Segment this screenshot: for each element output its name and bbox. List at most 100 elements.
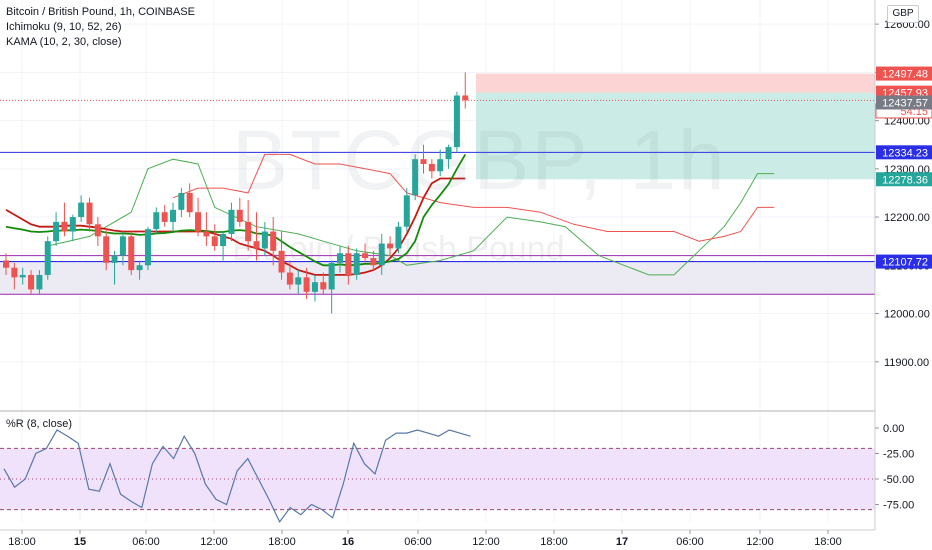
price-label-background: [876, 66, 932, 81]
price-label-background: [876, 172, 932, 187]
watermark-name: Bitcoin / British Pound: [232, 230, 565, 268]
price-label: 12107.72: [876, 254, 932, 269]
candle: [153, 207, 160, 234]
candle-body: [236, 209, 243, 222]
price-label: 12497.48: [876, 66, 932, 81]
kama-line: [5, 153, 467, 267]
time-tick-label: 18:00: [814, 536, 842, 548]
time-tick-label: 15: [74, 536, 86, 548]
candle: [412, 154, 419, 201]
candle-body: [136, 265, 143, 271]
candle-body: [170, 209, 176, 222]
price-label-text: 12334.23: [882, 147, 928, 159]
price-tick-label: 12400.00: [884, 116, 930, 128]
candle: [61, 202, 68, 237]
price-label-text: 12278.36: [882, 174, 928, 186]
time-tick-label: 12:00: [472, 536, 500, 548]
candle-body: [195, 212, 202, 232]
candle: [220, 231, 227, 261]
candle-body: [103, 236, 110, 263]
candle: [270, 217, 277, 266]
candle: [437, 149, 444, 177]
candle: [186, 183, 193, 218]
candle-body: [387, 243, 394, 249]
time-tick-label: 18:00: [8, 536, 36, 548]
candle-body: [345, 253, 352, 275]
candle: [378, 233, 385, 275]
price-label-background: [876, 145, 932, 160]
candle: [3, 253, 9, 275]
ichimoku-span-b: [172, 153, 775, 242]
time-tick-label: 12:00: [200, 536, 228, 548]
time-tick-label: 18:00: [540, 536, 568, 548]
time-tick-label: 12:00: [746, 536, 774, 548]
ichimoku-span-a: [47, 158, 775, 276]
candle-body: [362, 253, 369, 259]
wr-band: [0, 448, 875, 510]
candle-body: [428, 164, 435, 172]
candle: [311, 274, 318, 302]
candle-body: [320, 282, 327, 290]
kama-legend[interactable]: KAMA (10, 2, 30, close): [6, 36, 122, 48]
candle: [103, 229, 110, 271]
price-label: 12437.57: [876, 95, 932, 110]
candle: [428, 159, 435, 179]
candle-body: [337, 253, 343, 263]
candle-body: [370, 258, 377, 266]
candle-body: [119, 236, 126, 256]
candle-body: [19, 274, 26, 278]
ichimoku-legend[interactable]: Ichimoku (9, 10, 52, 26): [6, 21, 122, 33]
price-tick-label: 11900.00: [884, 357, 929, 369]
candle: [286, 260, 293, 290]
price-label-background: [876, 254, 932, 269]
candle-body: [211, 236, 218, 246]
candle-body: [303, 277, 310, 292]
price-tick-label: 12000.00: [884, 309, 930, 321]
candle-body: [161, 212, 168, 222]
candle: [44, 236, 51, 280]
candle: [136, 260, 143, 280]
candle: [11, 262, 18, 290]
candle: [261, 221, 268, 256]
candle: [362, 243, 369, 263]
candle-body: [311, 282, 318, 292]
candle: [119, 231, 126, 266]
candle: [178, 188, 185, 218]
candle-body: [403, 195, 410, 227]
candle: [53, 212, 60, 246]
candle: [278, 231, 285, 280]
candle-body: [295, 277, 302, 285]
price-label-text: 12107.72: [882, 257, 928, 269]
candle: [86, 197, 93, 232]
candle-body: [28, 274, 35, 290]
time-tick-label: 16: [342, 536, 354, 548]
candle: [69, 214, 76, 242]
candle-body: [353, 253, 360, 275]
candle: [320, 272, 327, 295]
candle: [94, 217, 101, 246]
oscillator-legend[interactable]: %R (8, close): [6, 418, 73, 430]
candle-body: [203, 231, 210, 237]
osc-tick-label: 0.00: [883, 423, 904, 435]
time-tick-label: 06:00: [132, 536, 160, 548]
candle: [295, 270, 302, 295]
candle-body: [412, 159, 419, 196]
currency-button[interactable]: GBP: [887, 5, 919, 23]
osc-tick-label: -25.00: [883, 449, 914, 461]
wr-line: [3, 429, 471, 523]
time-tick-label: 06:00: [676, 536, 704, 548]
candle: [462, 72, 469, 109]
candle-body: [3, 260, 9, 268]
candle-body: [111, 255, 118, 263]
price-axis-background: [875, 0, 932, 550]
candle: [370, 250, 377, 271]
candle-body: [437, 159, 444, 172]
candle-body: [453, 95, 460, 148]
candle: [236, 197, 243, 227]
candle: [253, 212, 260, 261]
price-label: 12334.23: [876, 145, 932, 160]
range-zone: [0, 261, 875, 295]
symbol-legend: Bitcoin / British Pound, 1h, COINBASE: [6, 6, 195, 18]
candle-body: [278, 250, 285, 273]
